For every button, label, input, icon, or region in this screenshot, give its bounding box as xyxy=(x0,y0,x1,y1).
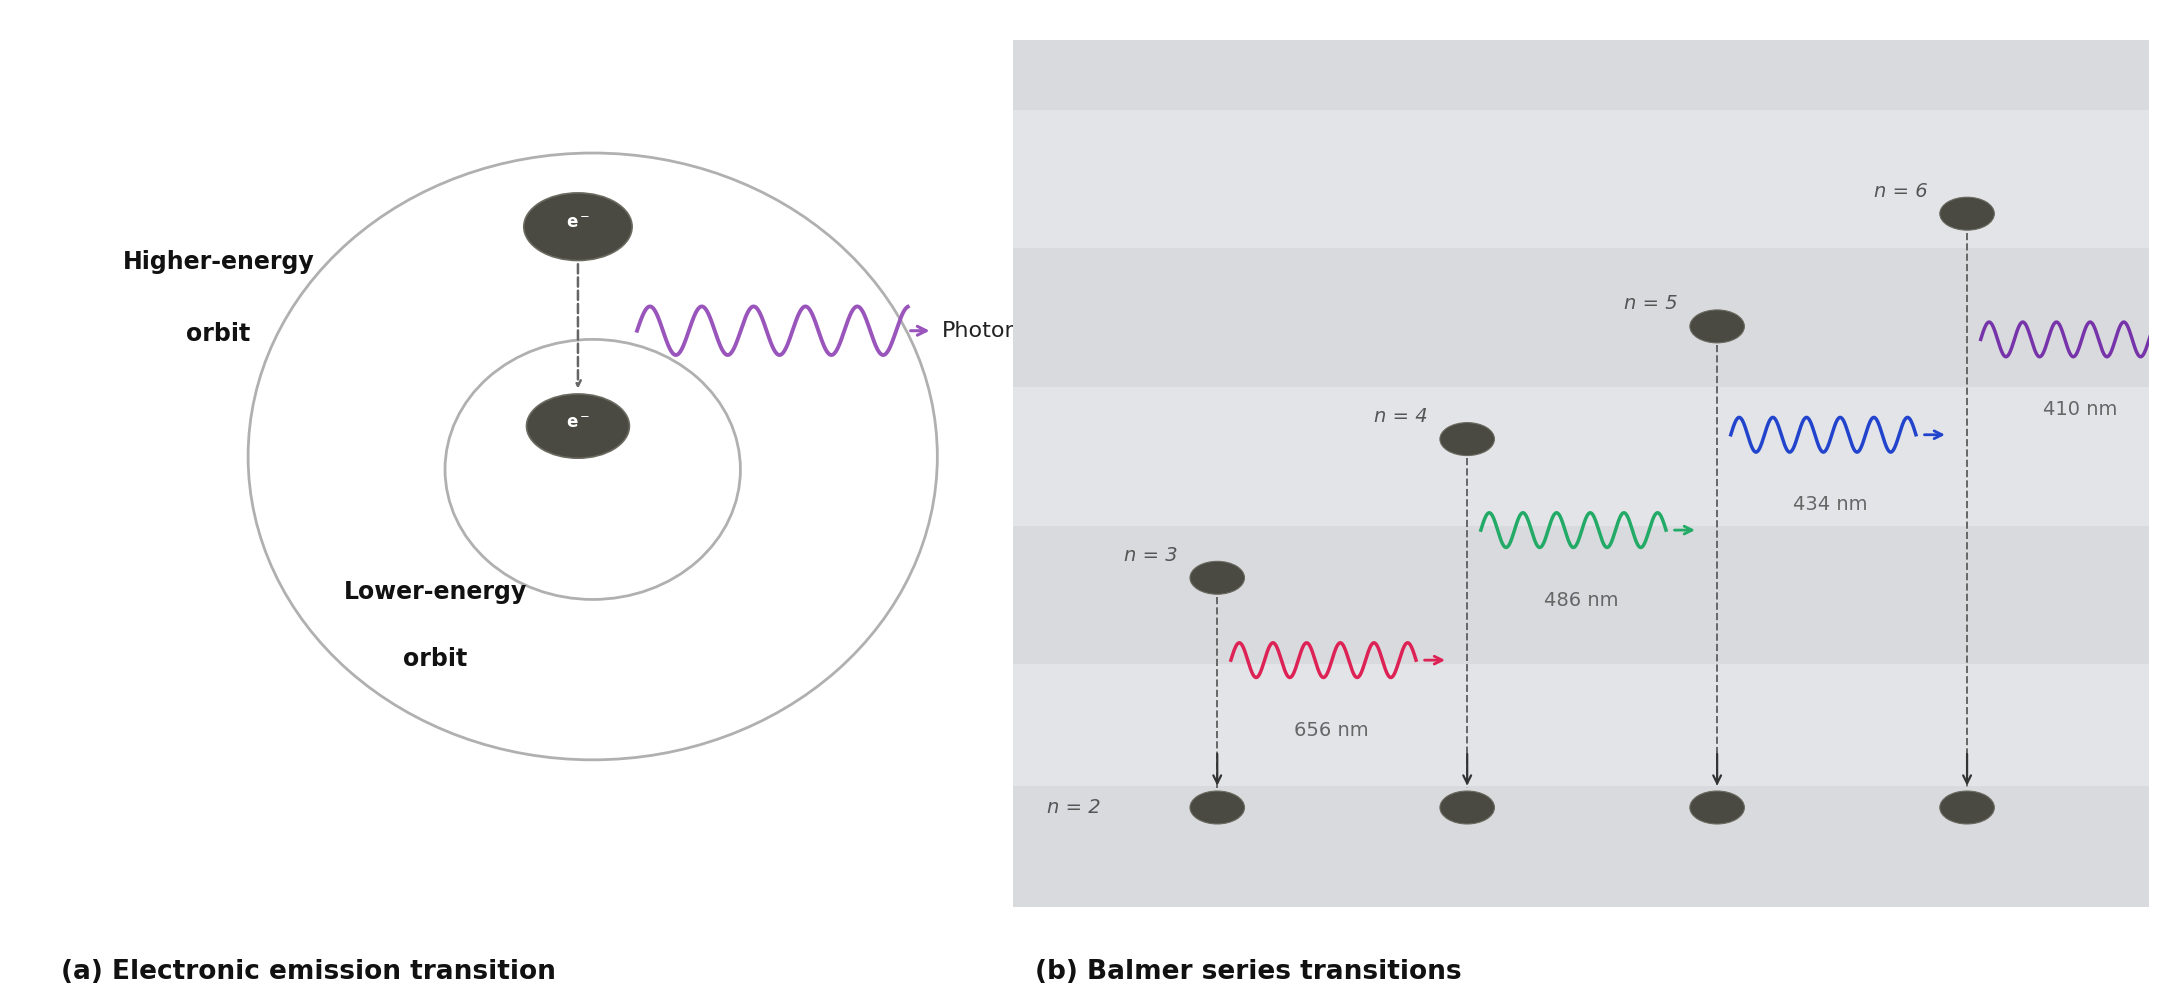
Ellipse shape xyxy=(1190,791,1244,824)
Ellipse shape xyxy=(526,394,630,459)
FancyBboxPatch shape xyxy=(1013,664,2149,786)
FancyBboxPatch shape xyxy=(1013,248,2149,387)
Ellipse shape xyxy=(1439,422,1495,456)
Text: n = 6: n = 6 xyxy=(1874,181,1928,201)
Ellipse shape xyxy=(1939,791,1995,824)
Text: orbit: orbit xyxy=(403,647,467,671)
Ellipse shape xyxy=(1690,791,1744,824)
Ellipse shape xyxy=(524,193,632,260)
FancyBboxPatch shape xyxy=(1013,786,2149,907)
FancyBboxPatch shape xyxy=(1013,526,2149,664)
Ellipse shape xyxy=(1190,561,1244,595)
Ellipse shape xyxy=(1939,198,1995,230)
Text: Photon: Photon xyxy=(941,321,1019,341)
Text: 434 nm: 434 nm xyxy=(1794,496,1868,514)
Text: 410 nm: 410 nm xyxy=(2043,400,2119,419)
Text: (b) Balmer series transitions: (b) Balmer series transitions xyxy=(1037,960,1463,985)
FancyBboxPatch shape xyxy=(1013,387,2149,526)
Text: n = 2: n = 2 xyxy=(1047,798,1101,817)
Text: Lower-energy: Lower-energy xyxy=(344,580,526,604)
Text: Higher-energy: Higher-energy xyxy=(123,250,314,274)
Text: 656 nm: 656 nm xyxy=(1294,721,1368,740)
Ellipse shape xyxy=(1439,791,1495,824)
Text: n = 4: n = 4 xyxy=(1374,407,1428,426)
Text: (a) Electronic emission transition: (a) Electronic emission transition xyxy=(61,960,556,985)
FancyBboxPatch shape xyxy=(1013,40,2149,110)
Ellipse shape xyxy=(1690,309,1744,343)
Text: e$^-$: e$^-$ xyxy=(565,413,591,431)
Text: orbit: orbit xyxy=(186,323,251,346)
Text: 486 nm: 486 nm xyxy=(1543,591,1619,610)
Text: n = 3: n = 3 xyxy=(1123,545,1177,564)
FancyBboxPatch shape xyxy=(1013,110,2149,248)
Text: e$^-$: e$^-$ xyxy=(565,215,591,232)
Text: n = 5: n = 5 xyxy=(1623,294,1677,313)
